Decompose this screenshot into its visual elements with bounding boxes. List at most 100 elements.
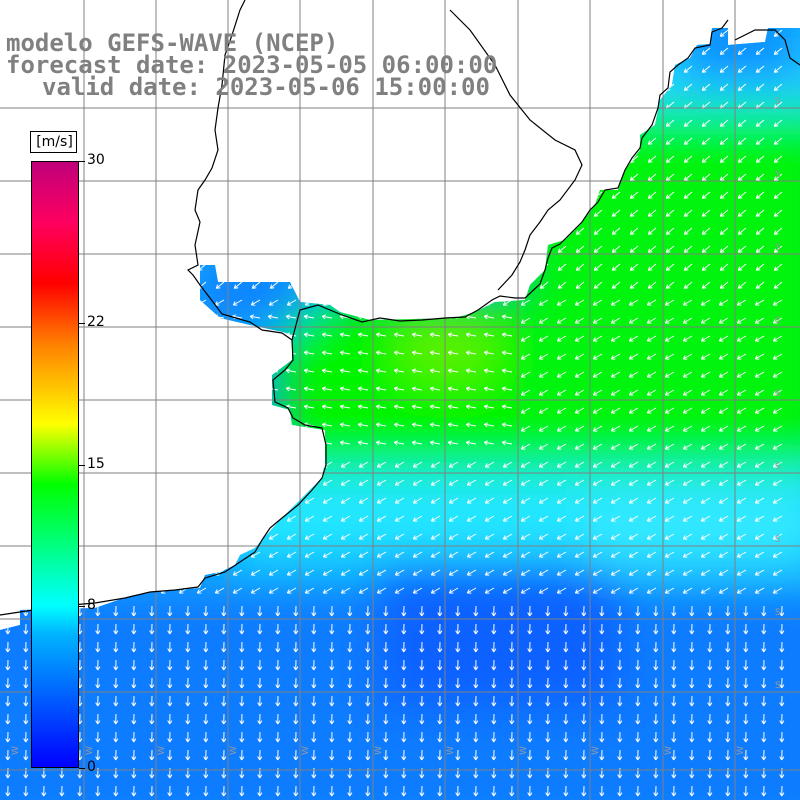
- wind-arrow: [347, 677, 353, 689]
- wind-arrow: [671, 713, 677, 725]
- wind-arrow: [736, 425, 747, 432]
- wind-arrow: [653, 605, 659, 617]
- wind-arrow: [196, 587, 207, 594]
- wind-arrow: [149, 749, 155, 761]
- wind-arrow: [401, 659, 407, 671]
- wind-arrow: [754, 587, 765, 594]
- wind-arrow: [628, 461, 639, 468]
- wind-arrow: [671, 731, 677, 743]
- wind-arrow: [339, 404, 351, 410]
- wind-arrow: [329, 713, 335, 725]
- wind-arrow: [574, 479, 585, 486]
- wind-arrow: [725, 749, 731, 761]
- wind-arrow: [743, 641, 749, 653]
- wind-arrow: [743, 785, 749, 797]
- wind-arrow: [233, 281, 243, 289]
- wind-arrow: [185, 749, 191, 761]
- wind-arrow: [473, 695, 479, 707]
- wind-arrow: [664, 587, 675, 594]
- wind-arrow: [113, 659, 119, 671]
- wind-arrow: [737, 173, 747, 181]
- wind-arrow: [257, 695, 263, 707]
- wind-arrow: [23, 695, 29, 707]
- wind-arrow: [411, 422, 423, 428]
- wind-arrow: [718, 425, 729, 432]
- wind-arrow: [520, 533, 531, 540]
- wind-arrow: [653, 731, 659, 743]
- lon-label: W: [301, 746, 311, 755]
- wind-arrow: [113, 695, 119, 707]
- wind-arrow: [635, 641, 641, 653]
- wind-arrow: [725, 785, 731, 797]
- northeast-land-contour: [734, 29, 800, 66]
- wind-arrow: [131, 677, 137, 689]
- wind-arrow: [484, 461, 495, 468]
- wind-arrow: [376, 551, 387, 558]
- wind-arrow: [383, 641, 389, 653]
- wind-arrow: [5, 695, 11, 707]
- wind-arrow: [23, 749, 29, 761]
- wind-arrow: [203, 623, 209, 635]
- wind-arrow: [23, 713, 29, 725]
- wind-arrow: [465, 368, 477, 374]
- wind-arrow: [575, 263, 585, 271]
- wind-arrow: [311, 785, 317, 797]
- wind-arrow: [689, 623, 695, 635]
- wind-arrow: [610, 299, 621, 306]
- wind-arrow: [682, 569, 693, 576]
- wind-arrow: [743, 749, 749, 761]
- wind-arrow: [665, 263, 675, 271]
- wind-arrow: [629, 281, 639, 289]
- wind-arrow: [574, 587, 585, 594]
- wind-arrow: [347, 605, 353, 617]
- wind-arrow: [257, 731, 263, 743]
- wind-arrow: [520, 515, 531, 522]
- wind-arrow: [473, 641, 479, 653]
- wind-arrow: [394, 479, 405, 486]
- wind-arrow: [303, 350, 315, 356]
- wind-arrow: [671, 677, 677, 689]
- wind-arrow: [556, 443, 567, 450]
- wind-arrow: [557, 281, 567, 289]
- wind-arrow: [592, 569, 603, 576]
- wind-arrow: [250, 299, 261, 306]
- wind-arrow: [95, 785, 101, 797]
- wind-arrow: [293, 605, 299, 617]
- wind-arrow: [772, 515, 783, 522]
- wind-arrow: [419, 605, 425, 617]
- wind-arrow: [707, 659, 713, 671]
- wind-arrow: [755, 83, 765, 91]
- wind-arrow: [340, 479, 351, 486]
- wind-arrow: [149, 623, 155, 635]
- wind-arrow: [556, 407, 567, 414]
- lat-label: S: [775, 462, 781, 472]
- wind-arrow: [646, 587, 657, 594]
- wind-arrow: [628, 317, 639, 324]
- wind-arrow: [473, 677, 479, 689]
- wind-arrow: [545, 641, 551, 653]
- wind-arrow: [304, 569, 315, 576]
- wind-arrow: [447, 368, 459, 374]
- wind-arrow: [358, 461, 369, 468]
- wind-arrow: [629, 245, 639, 253]
- wind-arrow: [574, 569, 585, 576]
- wind-arrow: [411, 350, 423, 356]
- wind-arrow: [358, 515, 369, 522]
- wind-arrow: [501, 314, 513, 320]
- wind-arrow: [701, 227, 711, 235]
- wind-arrow: [465, 350, 477, 356]
- wind-arrow: [575, 245, 585, 253]
- wind-arrow: [501, 332, 513, 338]
- wind-arrow: [483, 332, 495, 338]
- wind-arrow: [520, 353, 531, 360]
- lon-label: W: [519, 746, 529, 755]
- wind-arrow: [719, 227, 729, 235]
- wind-arrow: [251, 281, 261, 289]
- wind-arrow: [311, 677, 317, 689]
- wind-arrow: [501, 422, 513, 428]
- wind-arrow: [167, 695, 173, 707]
- wind-arrow: [491, 695, 497, 707]
- wind-arrow: [719, 191, 729, 199]
- wind-arrow: [556, 479, 567, 486]
- wind-arrow: [303, 332, 315, 338]
